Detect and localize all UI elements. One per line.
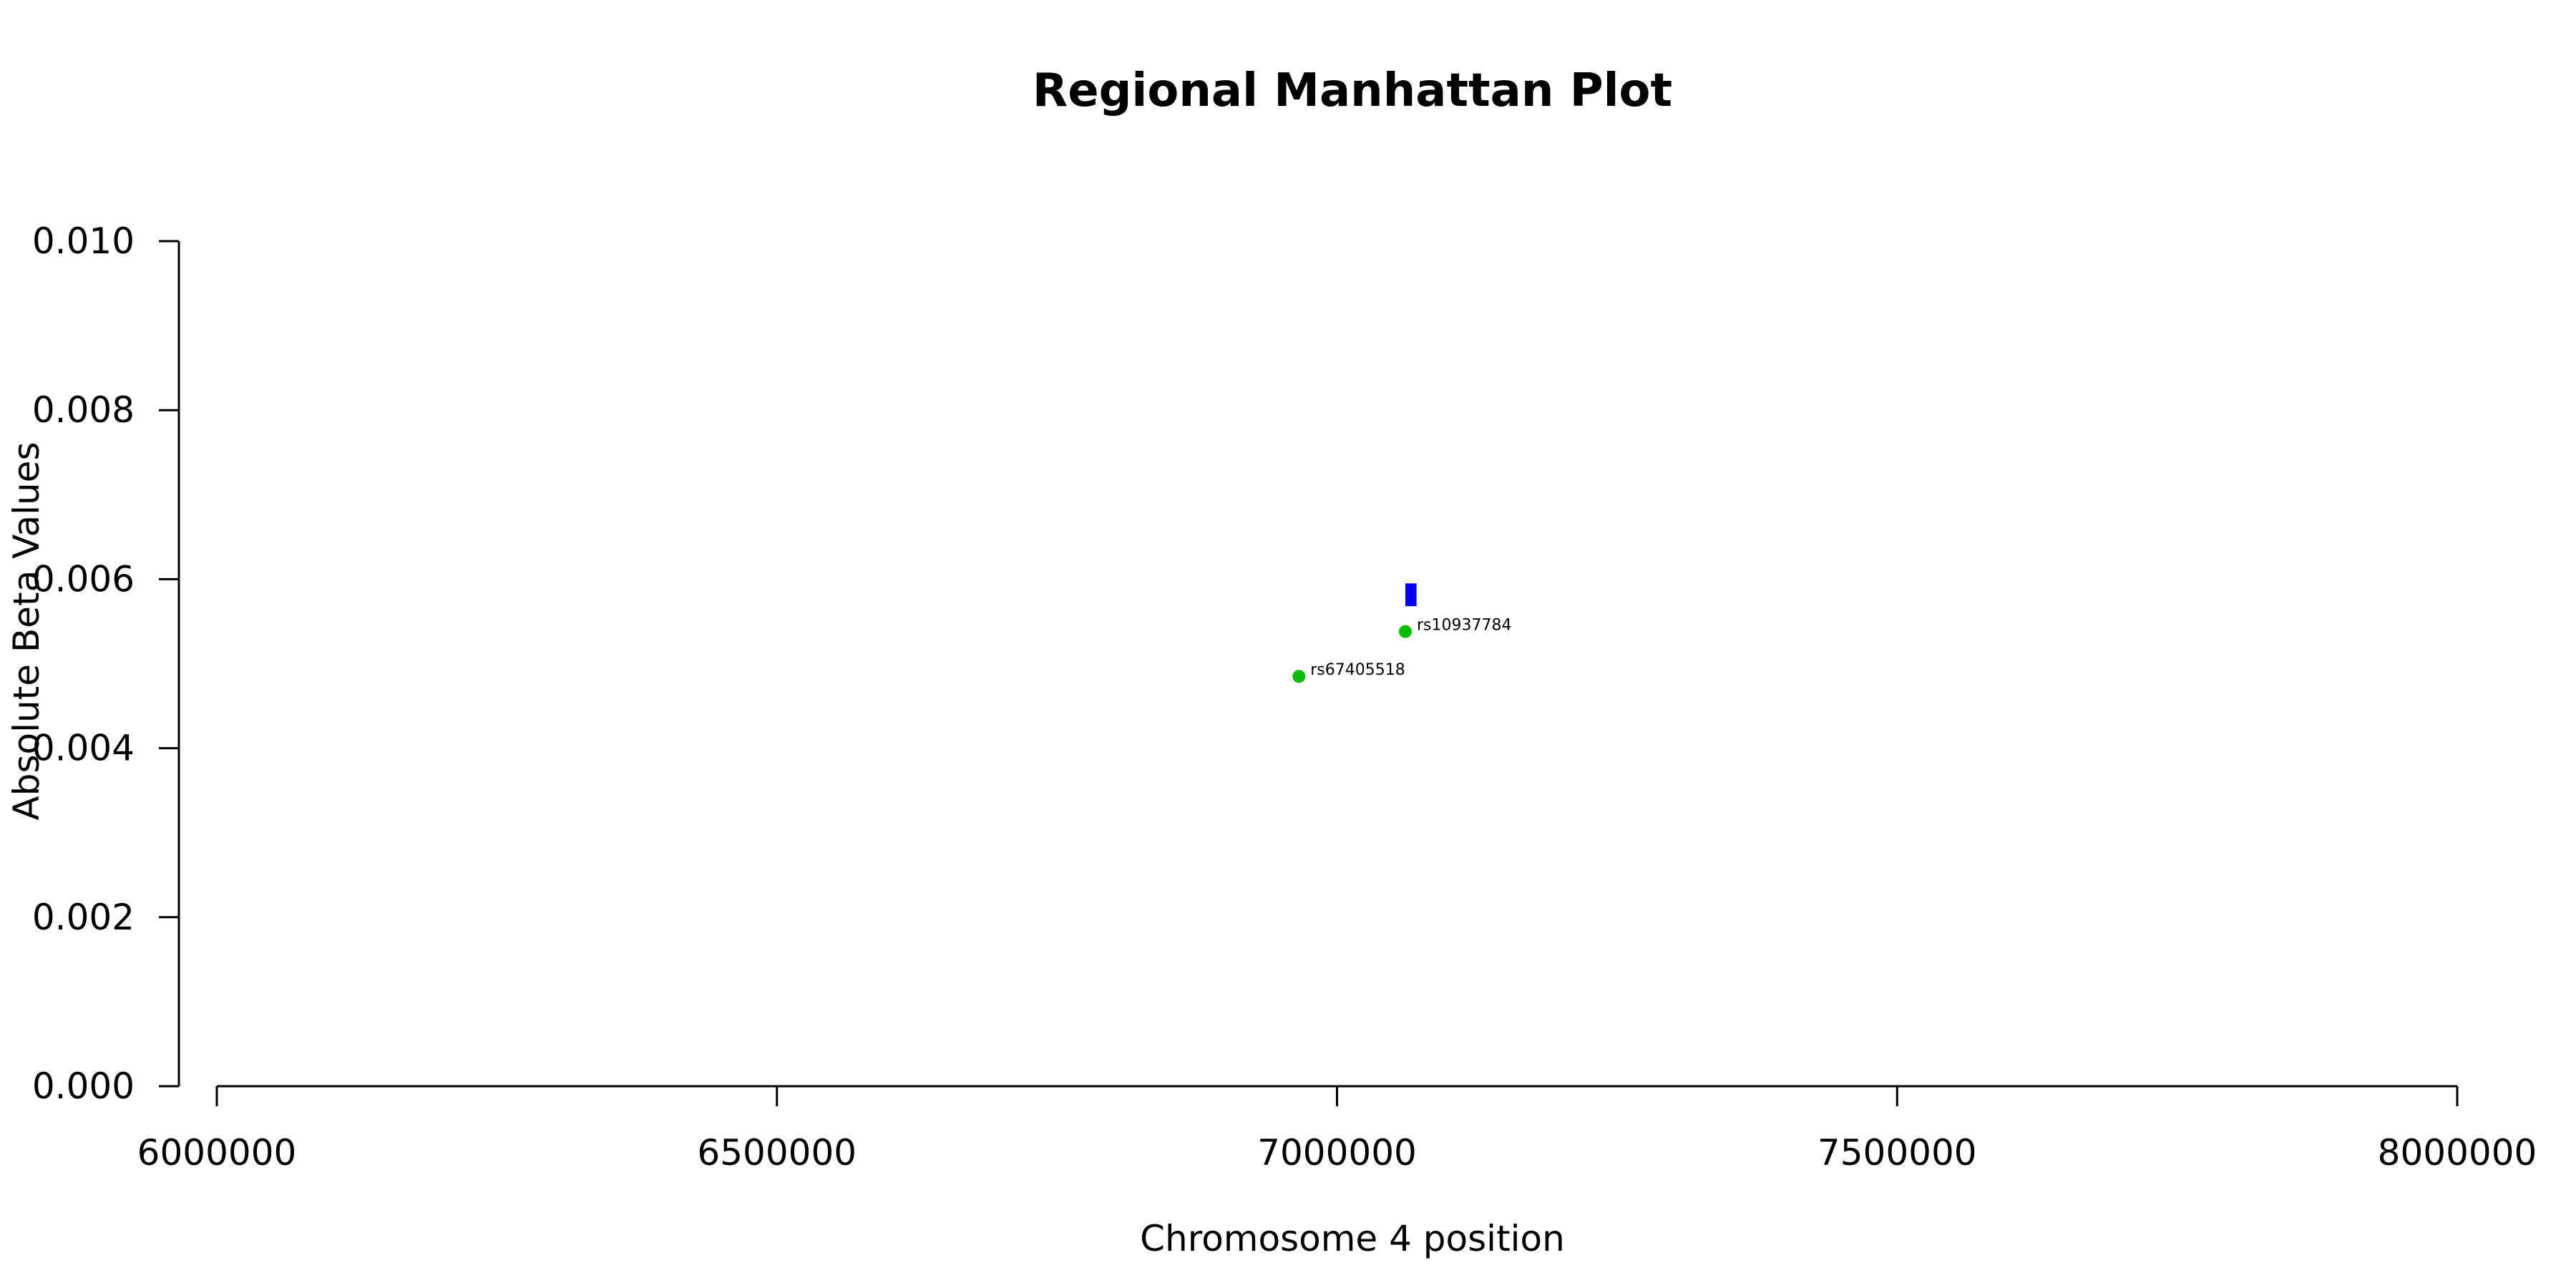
x-tick-label: 6000000: [137, 1132, 297, 1174]
x-tick-label: 6500000: [697, 1132, 857, 1174]
y-tick-label: 0.004: [32, 728, 135, 769]
y-axis: 0.000 0.002 0.004 0.006 0.008 0.010: [32, 220, 180, 1107]
x-axis: 6000000 6500000 7000000 7500000 8000000: [137, 1085, 2537, 1174]
plot-marks: rs67405518 rs10937784: [1292, 583, 1511, 683]
y-tick-label: 0.002: [32, 897, 135, 938]
y-tick-label: 0.010: [32, 220, 135, 262]
x-tick-label: 7000000: [1257, 1132, 1417, 1174]
snp-label: rs10937784: [1417, 617, 1511, 635]
y-axis-label: Absolute Beta Values: [6, 442, 47, 821]
gene-rect: [1405, 583, 1417, 607]
x-tick-label: 7500000: [1818, 1132, 1977, 1174]
snp-label: rs67405518: [1310, 661, 1405, 679]
x-tick-label: 8000000: [2378, 1132, 2537, 1174]
snp-point: [1398, 625, 1412, 638]
x-axis-label: Chromosome 4 position: [1140, 1218, 1565, 1259]
chart-title: Regional Manhattan Plot: [1033, 64, 1672, 117]
y-tick-label: 0.008: [32, 389, 135, 431]
y-tick-label: 0.006: [32, 558, 135, 600]
y-tick-label: 0.000: [32, 1065, 135, 1107]
snp-point: [1292, 670, 1306, 683]
